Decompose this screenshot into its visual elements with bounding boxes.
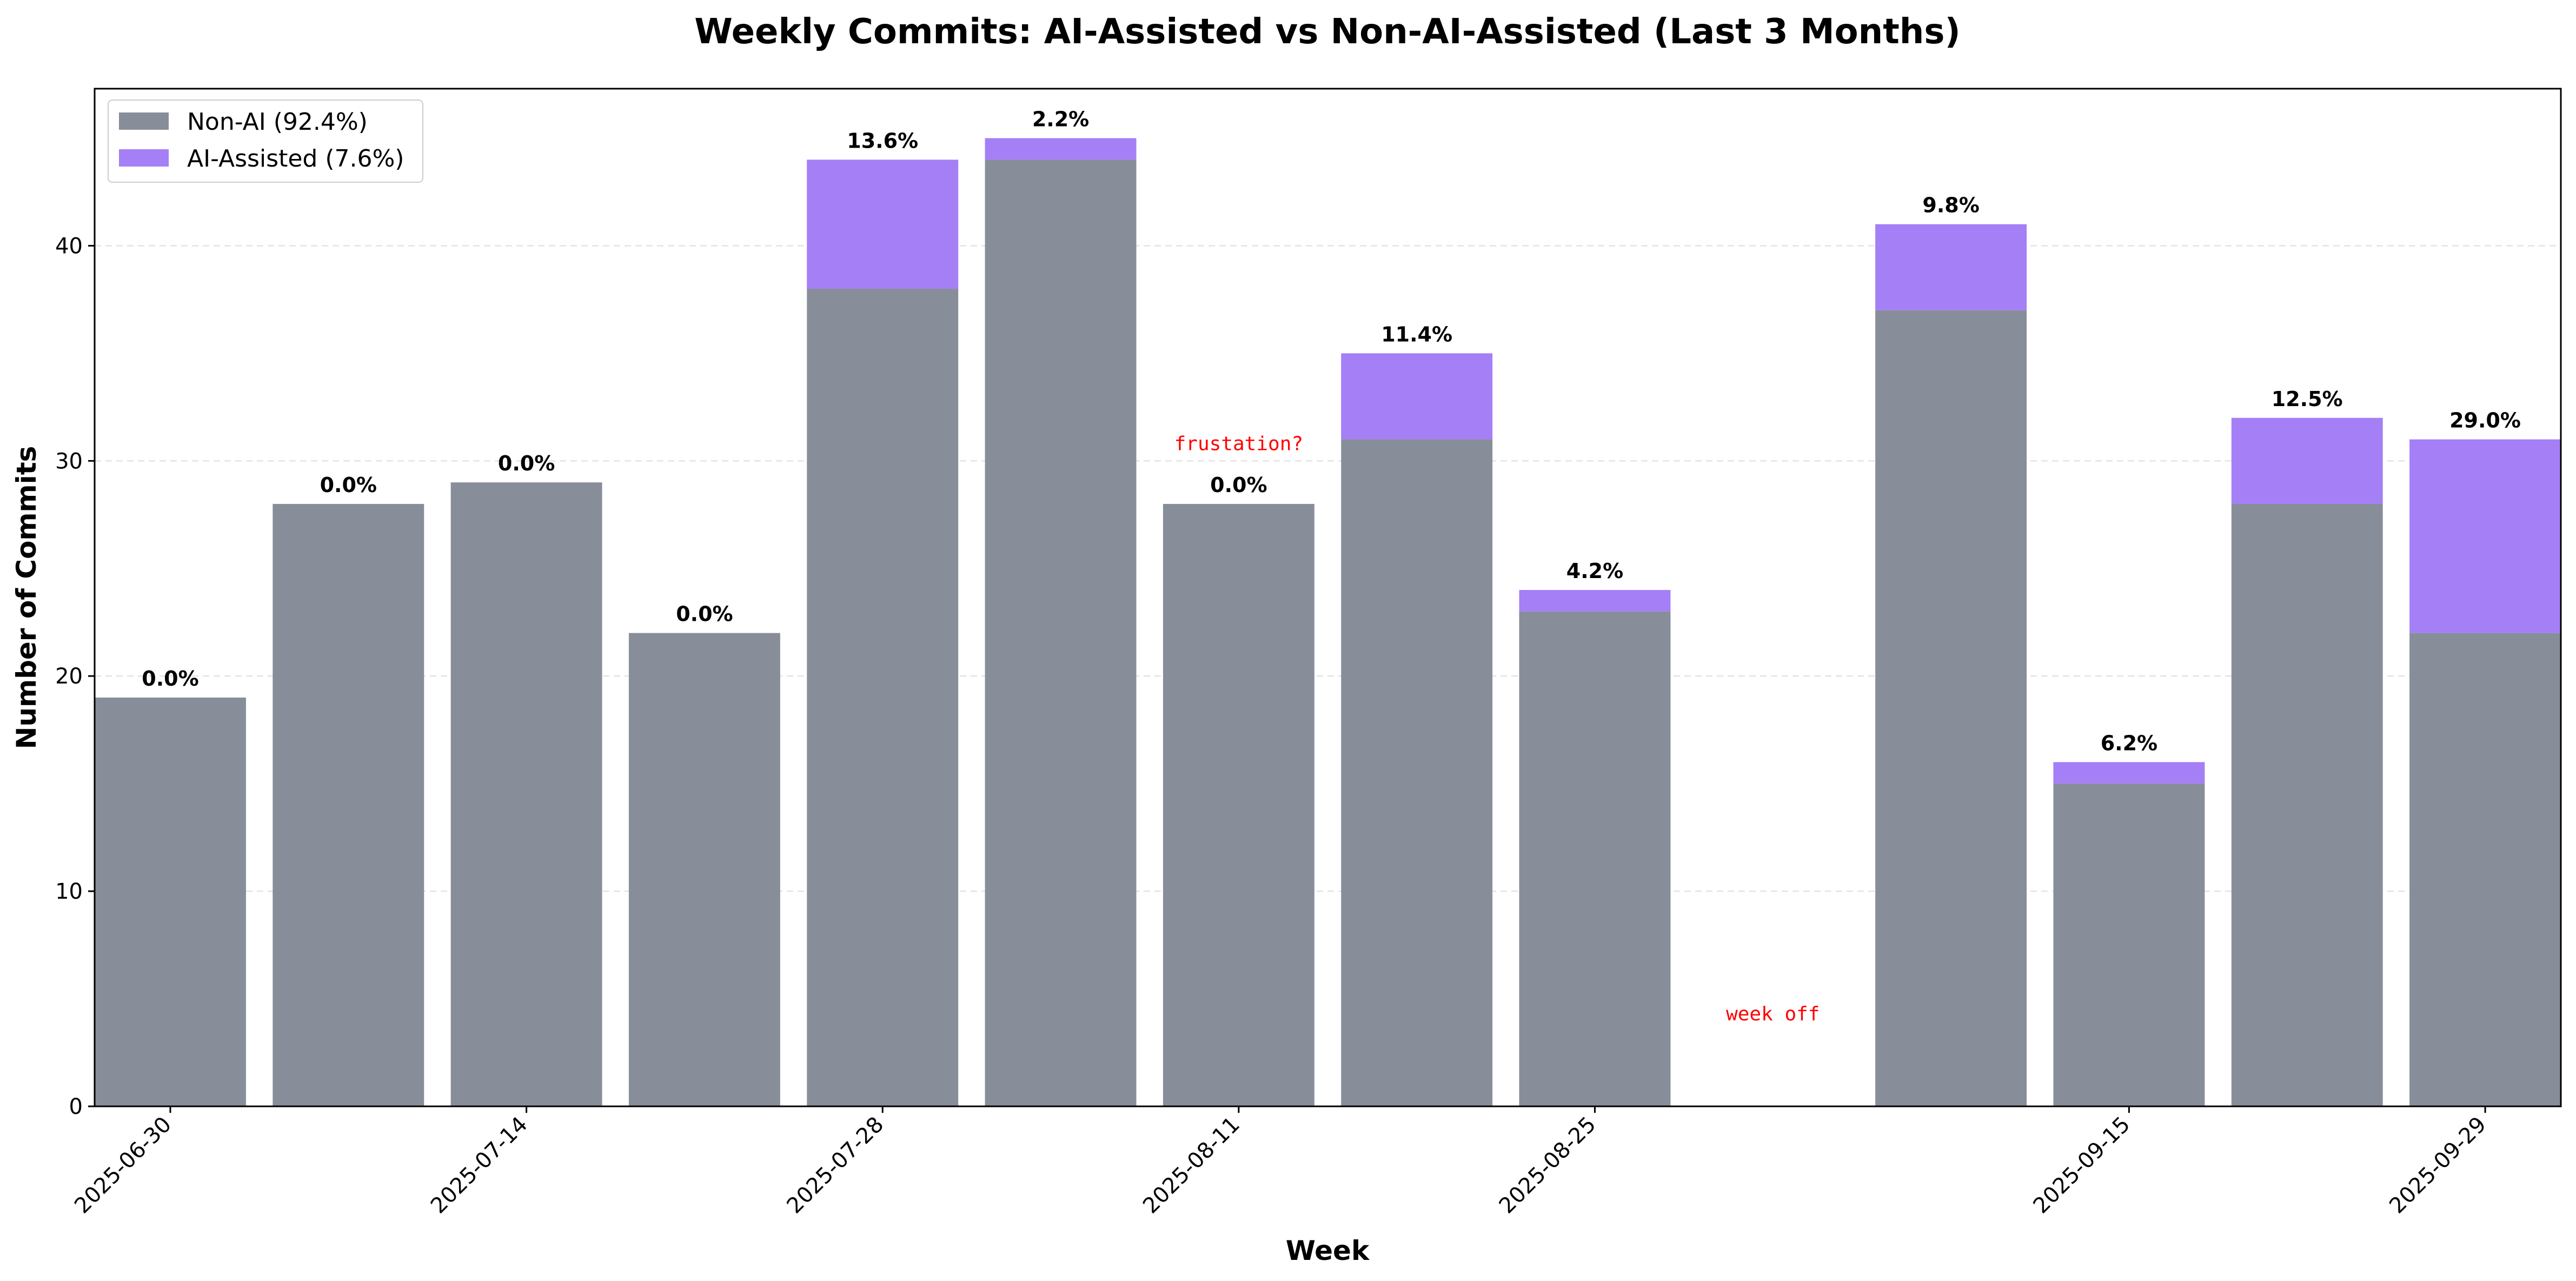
legend-swatch-non-ai — [119, 112, 169, 130]
y-tick-label: 0 — [69, 1094, 83, 1119]
x-tick-label: 2025-09-29 — [2385, 1112, 2491, 1219]
y-tick-label: 30 — [55, 449, 83, 474]
data-label: 11.4% — [1381, 322, 1452, 346]
bar-ai-assisted — [2231, 417, 2383, 504]
bar-non-ai — [2053, 784, 2205, 1106]
bar-ai-assisted — [807, 160, 959, 289]
legend: Non-AI (92.4%) AI-Assisted (7.6%) — [108, 99, 423, 183]
y-axis-label: Number of Commits — [11, 446, 42, 749]
bar-non-ai — [1875, 310, 2027, 1106]
data-label: 0.0% — [1210, 473, 1267, 497]
bar-non-ai — [95, 698, 246, 1106]
bar-non-ai — [2231, 503, 2383, 1106]
legend-label-non-ai: Non-AI (92.4%) — [187, 108, 368, 136]
x-tick-label: 2025-08-11 — [1138, 1112, 1245, 1219]
bar-non-ai — [450, 482, 602, 1106]
data-label: 0.0% — [320, 473, 377, 497]
bar-ai-assisted — [2053, 762, 2205, 784]
bar-non-ai — [2409, 633, 2561, 1106]
bar-non-ai — [273, 503, 424, 1106]
bar-ai-assisted — [985, 138, 1137, 160]
plot-frame — [94, 88, 2562, 1107]
annotation: frustation? — [1174, 433, 1303, 455]
bar-ai-assisted — [2409, 439, 2561, 633]
bar-non-ai — [807, 289, 959, 1106]
data-label: 2.2% — [1032, 108, 1089, 131]
bar-non-ai — [1341, 439, 1493, 1106]
bar-non-ai — [1163, 503, 1314, 1106]
data-label: 9.8% — [1922, 194, 1979, 217]
data-label: 13.6% — [847, 129, 918, 152]
y-tick-label: 20 — [55, 664, 83, 689]
data-label: 6.2% — [2101, 731, 2157, 755]
bar-non-ai — [628, 633, 780, 1106]
x-tick-label: 2025-07-28 — [782, 1112, 888, 1219]
x-tick-label: 2025-07-14 — [426, 1112, 533, 1219]
legend-label-ai-assisted: AI-Assisted (7.6%) — [187, 145, 404, 172]
bar-ai-assisted — [1519, 590, 1671, 612]
x-tick-label: 2025-09-15 — [2029, 1112, 2135, 1219]
y-tick-label: 10 — [55, 879, 83, 904]
x-axis-label: Week — [1286, 1235, 1370, 1266]
bars-layer — [95, 138, 2561, 1106]
legend-swatch-ai-assisted — [119, 149, 169, 167]
data-label: 29.0% — [2449, 409, 2521, 433]
legend-box — [108, 99, 423, 183]
data-label: 0.0% — [498, 452, 555, 475]
x-tick-label: 2025-08-25 — [1495, 1112, 1601, 1219]
data-labels-layer: 0.0% 0.0% 0.0% 0.0% 13.6% 2.2% 0.0% 11.4% 4.2% 9.… — [142, 108, 2521, 755]
data-label: 0.0% — [676, 602, 733, 626]
annotations-layer: frustation? week off — [1174, 433, 1820, 1025]
bar-ai-assisted — [1341, 353, 1493, 440]
x-tick-label: 2025-06-30 — [70, 1112, 176, 1219]
bar-ai-assisted — [1875, 224, 2027, 310]
data-label: 4.2% — [1566, 559, 1623, 583]
data-label: 0.0% — [142, 667, 198, 691]
bar-non-ai — [1519, 611, 1671, 1106]
bar-non-ai — [985, 160, 1137, 1106]
chart-title: Weekly Commits: AI-Assisted vs Non-AI-As… — [694, 12, 1960, 52]
y-tick-label: 40 — [55, 234, 83, 258]
data-label: 12.5% — [2272, 387, 2343, 411]
annotation: week off — [1726, 1003, 1820, 1025]
